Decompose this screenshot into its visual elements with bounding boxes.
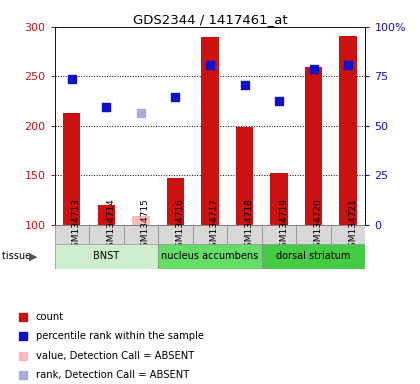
Bar [227,225,262,244]
Text: GSM134719: GSM134719 [279,198,288,253]
Bar [339,36,357,225]
Bar [201,37,219,225]
Text: GSM134720: GSM134720 [314,198,323,253]
Bar [262,225,297,244]
Title: GDS2344 / 1417461_at: GDS2344 / 1417461_at [133,13,287,26]
Text: ▶: ▶ [29,251,37,262]
Text: GSM134714: GSM134714 [106,198,116,253]
Bar [270,173,288,225]
Point [241,82,248,88]
Bar [297,225,331,244]
Bar [132,216,150,225]
Point [138,110,144,116]
Bar [55,244,158,269]
Text: nucleus accumbens: nucleus accumbens [161,251,259,262]
Point [207,62,213,68]
Text: GSM134715: GSM134715 [141,198,150,253]
Bar [305,68,322,225]
Point [345,62,352,68]
Bar [167,178,184,225]
Bar [55,225,89,244]
Point [310,66,317,73]
Text: GSM134721: GSM134721 [348,198,357,253]
Point [103,104,110,110]
Point [68,76,75,82]
Text: BNST: BNST [93,251,119,262]
Bar [89,225,123,244]
Text: GSM134718: GSM134718 [244,198,254,253]
Text: dorsal striatum: dorsal striatum [276,251,351,262]
Bar [123,225,158,244]
Point [335,290,341,296]
Text: GSM134716: GSM134716 [176,198,184,253]
Bar [63,113,81,225]
Point [172,94,179,100]
Bar [158,225,193,244]
Point [276,98,282,104]
Point [335,115,341,121]
Bar [262,244,365,269]
Text: percentile rank within the sample: percentile rank within the sample [36,331,204,341]
Text: value, Detection Call = ABSENT: value, Detection Call = ABSENT [36,351,194,361]
Text: count: count [36,312,64,322]
Bar [236,127,253,225]
Text: GSM134717: GSM134717 [210,198,219,253]
Text: GSM134713: GSM134713 [72,198,81,253]
Text: rank, Detection Call = ABSENT: rank, Detection Call = ABSENT [36,370,189,380]
Bar [193,225,227,244]
Bar [158,244,262,269]
Bar [331,225,365,244]
Bar [98,205,115,225]
Text: tissue: tissue [2,251,34,262]
